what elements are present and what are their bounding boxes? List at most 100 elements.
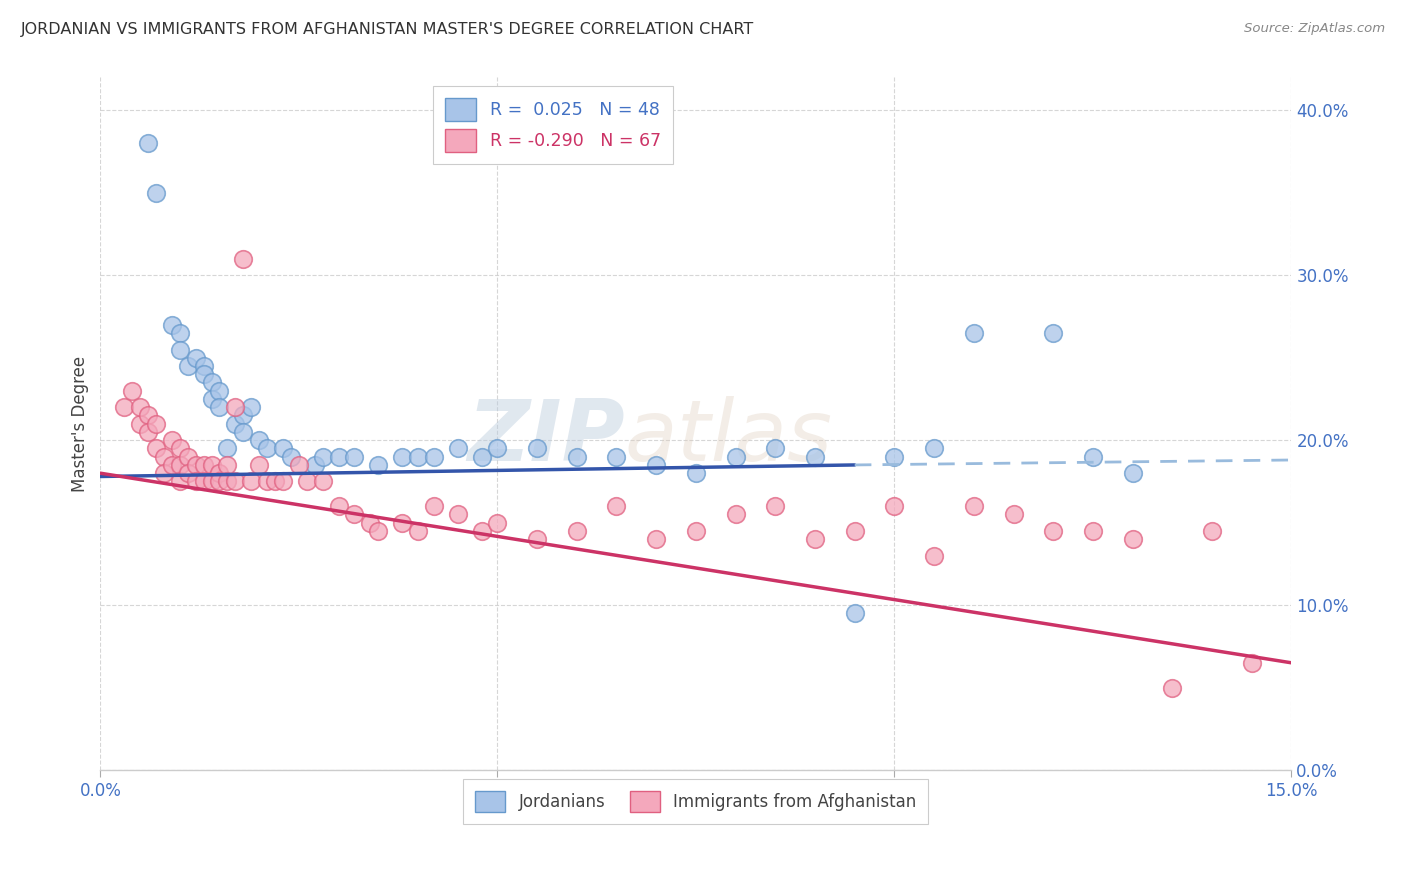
Point <box>447 508 470 522</box>
Point <box>232 425 254 439</box>
Point <box>963 499 986 513</box>
Point <box>391 450 413 464</box>
Point <box>145 186 167 200</box>
Point <box>605 499 627 513</box>
Point <box>883 499 905 513</box>
Point <box>232 409 254 423</box>
Point <box>193 368 215 382</box>
Point <box>447 442 470 456</box>
Point <box>486 442 509 456</box>
Point <box>217 442 239 456</box>
Point <box>169 475 191 489</box>
Text: ZIP: ZIP <box>467 396 624 479</box>
Point <box>1161 681 1184 695</box>
Point <box>565 524 588 538</box>
Point <box>343 450 366 464</box>
Point <box>247 434 270 448</box>
Point <box>129 401 152 415</box>
Point <box>217 458 239 472</box>
Point <box>328 450 350 464</box>
Point <box>271 442 294 456</box>
Point <box>200 392 222 406</box>
Point <box>271 475 294 489</box>
Point <box>1042 524 1064 538</box>
Point <box>184 475 207 489</box>
Point <box>359 516 381 530</box>
Point <box>240 475 263 489</box>
Point <box>724 450 747 464</box>
Text: JORDANIAN VS IMMIGRANTS FROM AFGHANISTAN MASTER'S DEGREE CORRELATION CHART: JORDANIAN VS IMMIGRANTS FROM AFGHANISTAN… <box>21 22 755 37</box>
Point <box>112 401 135 415</box>
Point <box>288 458 311 472</box>
Point <box>763 442 786 456</box>
Point <box>200 376 222 390</box>
Point <box>247 458 270 472</box>
Text: atlas: atlas <box>624 396 832 479</box>
Point <box>280 450 302 464</box>
Point <box>963 326 986 340</box>
Point <box>367 524 389 538</box>
Point <box>1081 450 1104 464</box>
Point <box>1081 524 1104 538</box>
Point <box>1122 532 1144 546</box>
Point <box>121 384 143 398</box>
Point <box>169 326 191 340</box>
Point <box>200 475 222 489</box>
Legend: Jordanians, Immigrants from Afghanistan: Jordanians, Immigrants from Afghanistan <box>464 780 928 824</box>
Point <box>423 450 446 464</box>
Point <box>169 458 191 472</box>
Point <box>129 417 152 431</box>
Point <box>169 343 191 357</box>
Point <box>169 442 191 456</box>
Point <box>312 475 335 489</box>
Point <box>160 318 183 332</box>
Point <box>264 475 287 489</box>
Point <box>145 417 167 431</box>
Point <box>804 450 827 464</box>
Point <box>406 450 429 464</box>
Point <box>224 417 246 431</box>
Point <box>217 475 239 489</box>
Point <box>256 442 278 456</box>
Point <box>423 499 446 513</box>
Point <box>486 516 509 530</box>
Point <box>136 409 159 423</box>
Point <box>153 450 176 464</box>
Text: Source: ZipAtlas.com: Source: ZipAtlas.com <box>1244 22 1385 36</box>
Point <box>153 466 176 480</box>
Point <box>804 532 827 546</box>
Y-axis label: Master's Degree: Master's Degree <box>72 356 89 491</box>
Point <box>724 508 747 522</box>
Point <box>176 359 198 373</box>
Point <box>1042 326 1064 340</box>
Point <box>160 458 183 472</box>
Point <box>160 434 183 448</box>
Point <box>193 475 215 489</box>
Point <box>367 458 389 472</box>
Point <box>1002 508 1025 522</box>
Point <box>526 442 548 456</box>
Point <box>844 524 866 538</box>
Point <box>184 458 207 472</box>
Point <box>1122 466 1144 480</box>
Point <box>295 475 318 489</box>
Point <box>526 532 548 546</box>
Point <box>208 401 231 415</box>
Point <box>304 458 326 472</box>
Point <box>685 524 707 538</box>
Point <box>328 499 350 513</box>
Point <box>605 450 627 464</box>
Point <box>922 442 945 456</box>
Point <box>176 466 198 480</box>
Point <box>200 458 222 472</box>
Point <box>685 466 707 480</box>
Point <box>136 136 159 151</box>
Point <box>470 450 492 464</box>
Point <box>145 442 167 456</box>
Point <box>763 499 786 513</box>
Point <box>136 425 159 439</box>
Point <box>176 450 198 464</box>
Point <box>844 607 866 621</box>
Point <box>645 532 668 546</box>
Point <box>208 384 231 398</box>
